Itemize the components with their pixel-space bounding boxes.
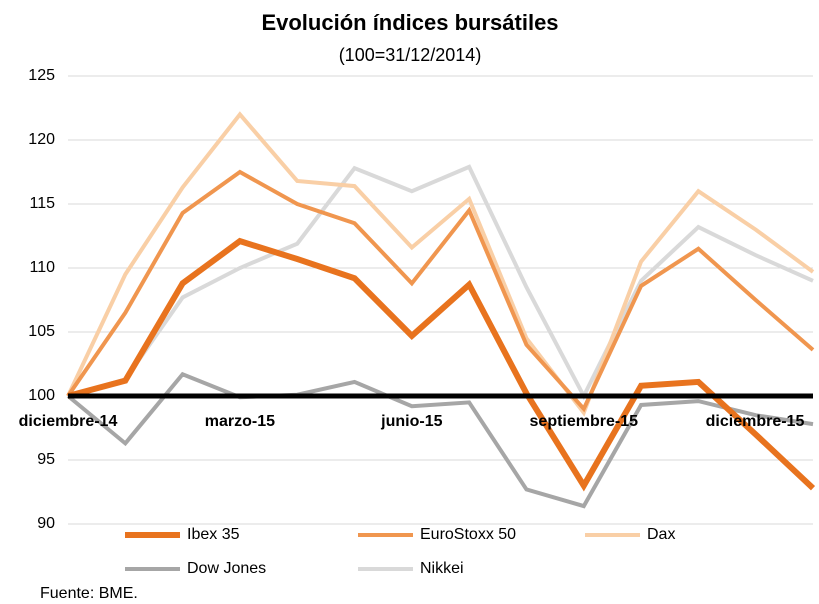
y-tick-label: 95 [37, 451, 55, 468]
x-tick-label: marzo-15 [205, 413, 275, 430]
x-tick-label: junio-15 [380, 413, 442, 430]
y-tick-label: 115 [29, 195, 55, 212]
series-line [67, 237, 816, 492]
x-tick-label: diciembre-14 [19, 413, 118, 430]
chart-title: Evolución índices bursátiles [261, 10, 558, 35]
legend-label: Dax [647, 526, 675, 543]
y-tick-label: 100 [28, 387, 55, 404]
y-tick-label: 110 [29, 259, 55, 276]
x-tick-label: diciembre-15 [706, 413, 805, 430]
y-tick-label: 120 [28, 131, 55, 148]
legend-label: Nikkei [420, 560, 464, 577]
y-tick-label: 105 [28, 323, 55, 340]
source: Fuente: BME. [40, 585, 138, 602]
series-line [66, 111, 815, 417]
legend-label: Ibex 35 [187, 526, 240, 543]
y-tick-label: 90 [37, 515, 55, 532]
y-tick-label: 125 [28, 67, 55, 84]
series-line [66, 371, 814, 509]
x-tick-label: septiembre-15 [530, 413, 639, 430]
series-line [66, 169, 815, 413]
series-line [67, 164, 814, 401]
legend-label: EuroStoxx 50 [420, 526, 516, 543]
legend-label: Dow Jones [187, 560, 266, 577]
chart-subtitle: (100=31/12/2014) [339, 45, 482, 65]
